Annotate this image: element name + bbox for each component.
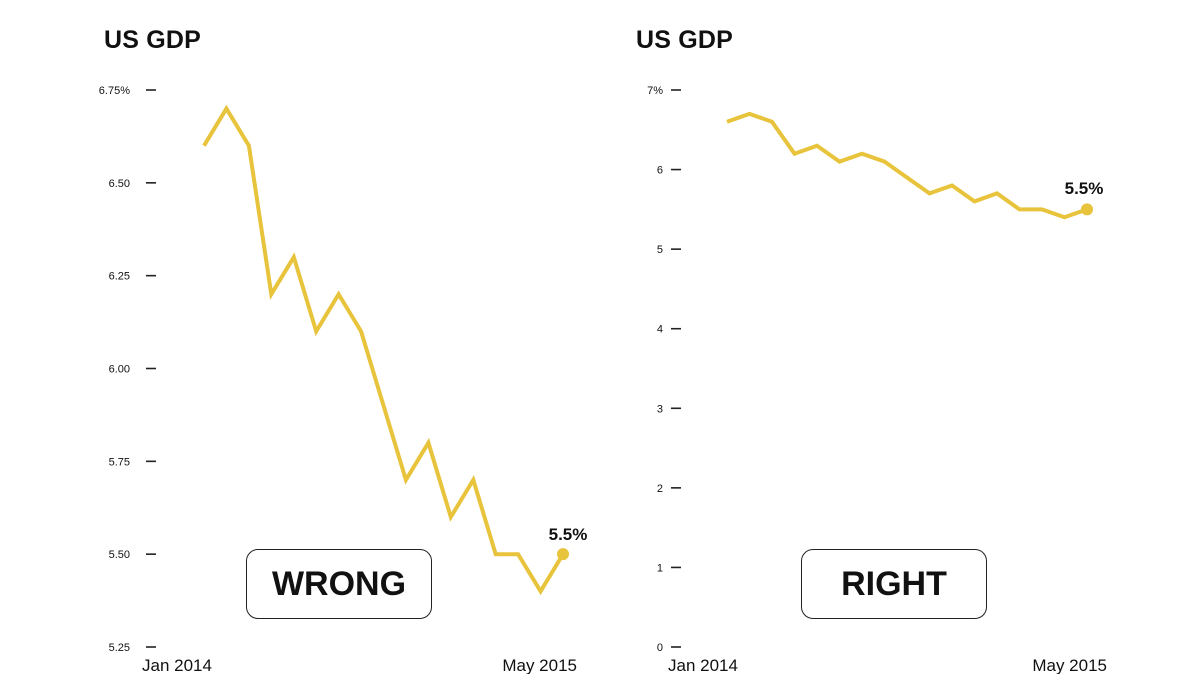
y-tick-label: 6: [657, 165, 663, 177]
y-tick-label: 0: [657, 642, 663, 654]
y-tick-label: 6.50: [109, 178, 130, 190]
x-label-start: Jan 2014: [142, 656, 212, 674]
y-tick-label: 2: [657, 483, 663, 495]
y-tick-label: 5: [657, 244, 663, 256]
x-label-end: May 2015: [1032, 656, 1107, 674]
end-point-marker: [557, 548, 569, 561]
series-line: [202, 104, 565, 596]
y-tick-label: 3: [657, 403, 663, 415]
verdict-badge-right: RIGHT: [801, 549, 987, 619]
x-label-end: May 2015: [502, 656, 577, 674]
chart-wrong-svg: 5.25 5.50 5.75 6.00 6.25 6.50 6.75% Jan 2014 May…: [99, 85, 588, 674]
end-value-label: 5.5%: [1065, 179, 1104, 198]
y-tick-label: 6.25: [109, 271, 130, 283]
series-line: [726, 111, 1088, 220]
y-tick-label: 6.75%: [99, 85, 130, 97]
end-value-label: 5.5%: [549, 525, 588, 544]
y-tick-label: 7%: [647, 85, 663, 97]
y-tick-label: 1: [657, 562, 663, 574]
end-point-marker: [1081, 203, 1093, 216]
y-tick-label: 4: [657, 324, 663, 336]
chart-panel-right: 0 1 2 3 4 5 6 7% Jan 2014 May 2015 5.5% US GDP RIG…: [600, 0, 1200, 674]
x-label-start: Jan 2014: [668, 656, 738, 674]
y-tick-label: 5.75: [109, 456, 130, 468]
chart-right-svg: 0 1 2 3 4 5 6 7% Jan 2014 May 2015 5.5%: [647, 85, 1107, 674]
chart-title: US GDP: [104, 26, 202, 54]
y-tick-label: 5.50: [109, 549, 130, 561]
chart-title: US GDP: [636, 26, 734, 54]
y-tick-label: 6.00: [109, 364, 130, 376]
y-tick-label: 5.25: [109, 642, 130, 654]
chart-panel-wrong: 5.25 5.50 5.75 6.00 6.25 6.50 6.75% Jan 2014 May…: [99, 26, 588, 674]
verdict-badge-wrong: WRONG: [246, 549, 432, 619]
